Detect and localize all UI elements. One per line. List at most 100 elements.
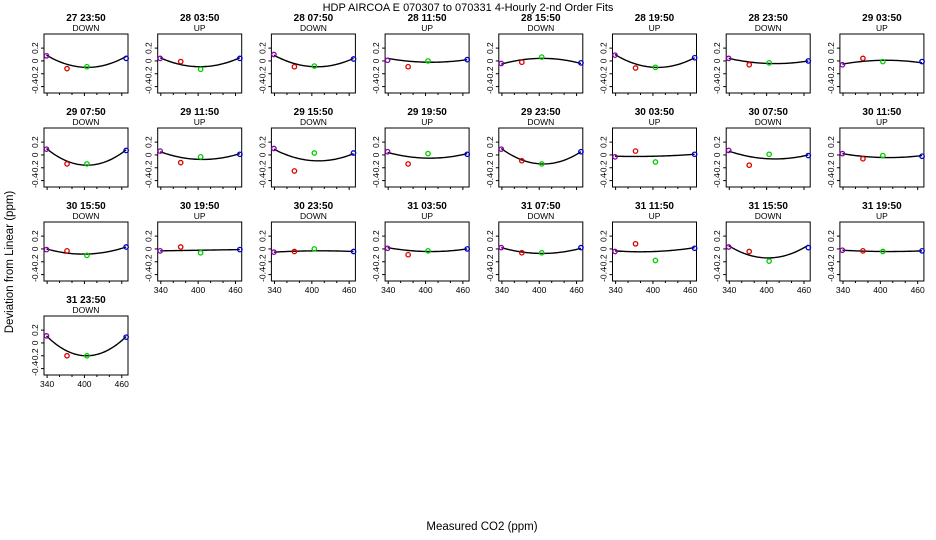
x-tick-label: 340: [609, 285, 623, 295]
y-tick-label: 0.2: [30, 230, 40, 242]
y-tick-label: -0.2: [599, 66, 609, 81]
y-tick-label: 0.2: [371, 136, 381, 148]
panel-title: 29 11:50: [180, 107, 219, 118]
data-point: [123, 244, 129, 250]
data-point: [271, 249, 277, 255]
y-tick-label: -0.2: [30, 66, 40, 81]
y-tick-label: -0.4: [371, 173, 381, 188]
panel-direction: UP: [421, 117, 433, 127]
y-tick-label: 0: [371, 246, 381, 251]
data-point: [64, 352, 70, 359]
data-point: [612, 248, 618, 255]
y-tick-label: -0.4: [257, 173, 267, 188]
data-point: [518, 59, 525, 66]
panel-direction: DOWN: [527, 211, 554, 221]
y-tick-label: 0: [485, 152, 495, 157]
y-tick-label: -0.2: [257, 66, 267, 81]
panel-direction: UP: [421, 23, 433, 33]
y-tick-label: -0.4: [485, 267, 495, 282]
fit-curve: [501, 57, 582, 65]
y-tick-label: -0.2: [257, 160, 267, 175]
data-point: [405, 63, 411, 70]
panel-direction: DOWN: [300, 23, 327, 33]
x-tick-label: 340: [495, 285, 509, 295]
panel-direction: UP: [649, 211, 661, 221]
panel-title: 28 11:50: [408, 13, 447, 24]
y-tick-label: 0: [371, 58, 381, 63]
y-tick-label: 0.2: [30, 136, 40, 148]
data-point: [746, 248, 753, 255]
y-tick-label: 0: [826, 246, 836, 251]
x-tick-label: 340: [836, 285, 850, 295]
x-tick-label: 460: [569, 285, 583, 295]
data-point: [766, 258, 772, 264]
y-tick-label: -0.2: [144, 66, 154, 81]
y-tick-label: 0.2: [599, 136, 609, 148]
data-point: [766, 151, 772, 158]
x-tick-label: 340: [40, 379, 54, 389]
panel-frame: [157, 127, 243, 188]
data-point: [766, 60, 772, 66]
panel-direction: UP: [876, 23, 888, 33]
y-tick-label: -0.4: [826, 267, 836, 282]
x-tick-label: 340: [381, 285, 395, 295]
data-point: [350, 150, 357, 156]
panel-direction: DOWN: [755, 117, 782, 127]
y-tick-label: 0.2: [712, 42, 722, 54]
fit-curve: [46, 147, 127, 166]
data-point: [157, 55, 164, 62]
data-point: [350, 56, 357, 62]
data-point: [64, 248, 70, 254]
panel-direction: DOWN: [73, 23, 100, 33]
data-point: [464, 151, 471, 158]
data-point: [236, 55, 243, 62]
x-tick-label: 400: [77, 379, 91, 389]
data-point: [691, 151, 698, 158]
data-point: [498, 244, 505, 251]
y-tick-label: 0.2: [257, 136, 267, 148]
panel-direction: UP: [421, 211, 433, 221]
x-tick-label: 460: [456, 285, 470, 295]
y-tick-label: -0.2: [599, 160, 609, 175]
panel-direction: UP: [194, 211, 206, 221]
panel-title: 28 23:50: [748, 13, 788, 24]
panel-frame: [43, 33, 129, 94]
panel-frame: [157, 33, 243, 94]
y-tick-label: 0: [599, 152, 609, 157]
y-tick-label: -0.2: [371, 160, 381, 175]
data-point: [311, 150, 318, 156]
x-tick-label: 400: [191, 285, 205, 295]
data-point: [632, 65, 639, 71]
y-tick-label: 0: [485, 246, 495, 251]
y-tick-label: -0.4: [371, 79, 381, 94]
data-point: [236, 151, 243, 158]
fit-curve: [842, 59, 923, 65]
panel-direction: DOWN: [755, 23, 782, 33]
fit-curve: [728, 57, 809, 65]
y-tick-label: -0.4: [485, 79, 495, 94]
y-axis-label: Deviation from Linear (ppm): [4, 191, 16, 334]
data-point: [350, 248, 357, 255]
data-point: [425, 150, 431, 157]
y-tick-label: -0.2: [30, 348, 40, 363]
panel-title: 30 15:50: [66, 201, 106, 212]
y-tick-label: -0.4: [30, 173, 40, 188]
y-tick-label: 0.2: [144, 136, 154, 148]
y-tick-label: -0.2: [485, 254, 495, 269]
y-tick-label: 0: [30, 340, 40, 345]
data-point: [177, 244, 184, 250]
fit-curve: [273, 148, 354, 162]
y-tick-label: 0: [485, 58, 495, 63]
x-tick-label: 400: [760, 285, 774, 295]
